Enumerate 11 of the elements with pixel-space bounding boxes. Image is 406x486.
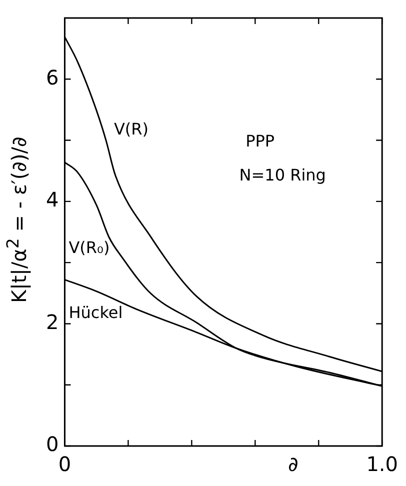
series-label: V(R) — [114, 119, 149, 138]
series-label: V(R₀) — [68, 238, 110, 258]
x-tick-label: 1.0 — [366, 452, 398, 476]
y-tick-label: 0 — [46, 432, 59, 456]
series-label: Hückel — [68, 302, 123, 322]
annotation: PPP — [246, 131, 275, 150]
y-tick-label: 4 — [46, 188, 59, 212]
y-tick-label: 2 — [46, 310, 59, 334]
annotation: N=10 Ring — [239, 165, 326, 184]
x-axis-title: ∂ — [288, 452, 298, 476]
y-tick-label: 6 — [46, 65, 59, 90]
